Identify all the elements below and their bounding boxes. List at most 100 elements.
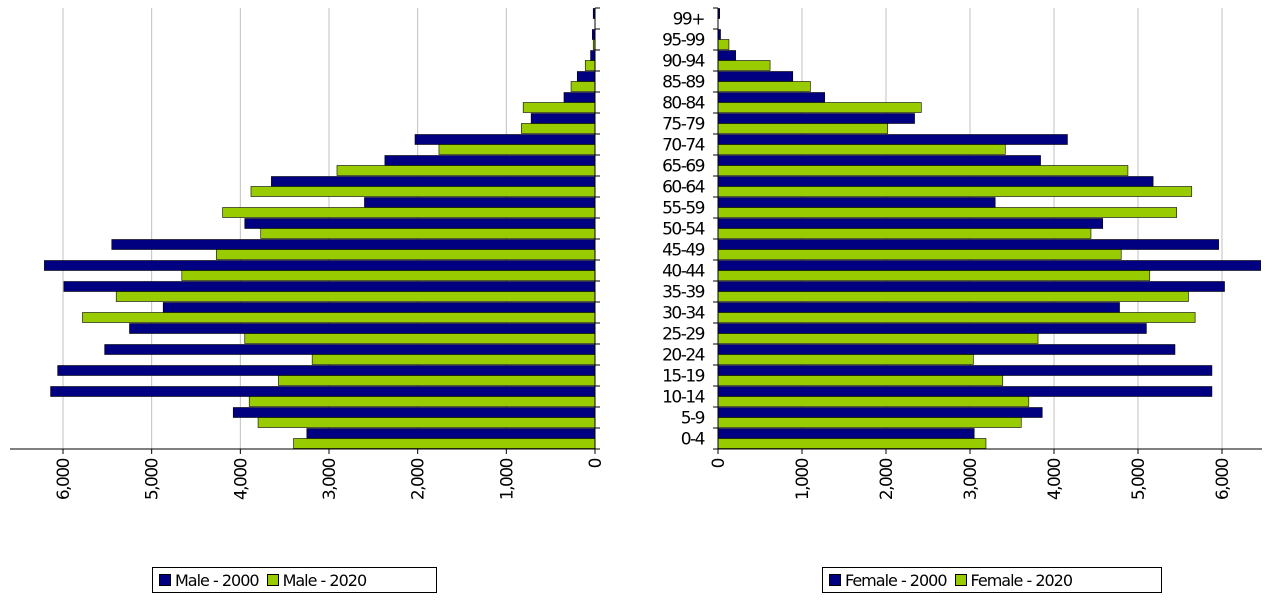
bar-female-2000 — [717, 176, 1154, 187]
bar-female-2000 — [717, 302, 1120, 313]
bar-male-2000 — [44, 260, 596, 271]
age-group-label: 50-54 — [662, 220, 705, 240]
bar-female-2000 — [717, 71, 794, 82]
bar-female-2020 — [717, 354, 974, 365]
age-group-label: 55-59 — [662, 199, 705, 219]
bar-female-2000 — [717, 197, 996, 208]
bar-female-2020 — [717, 102, 922, 113]
bar-male-2020 — [250, 186, 596, 197]
legend-label-female-2000: Female - 2000 — [845, 570, 948, 590]
bar-male-2020 — [336, 165, 596, 176]
legend-label-male-2000: Male - 2000 — [175, 570, 260, 590]
right-x-tick-label: 5,000 — [1129, 458, 1149, 500]
age-group-label: 60-64 — [662, 178, 705, 198]
bar-male-2000 — [384, 155, 596, 166]
bar-female-2000 — [717, 239, 1219, 250]
bar-female-2020 — [717, 417, 1022, 428]
legend-male: Male - 2000 Male - 2020 — [152, 567, 437, 593]
bar-male-2020 — [115, 291, 596, 302]
bar-male-2020 — [521, 123, 596, 134]
bar-female-2020 — [717, 228, 1092, 239]
age-group-label: 99+ — [673, 10, 705, 30]
age-group-label: 10-14 — [662, 388, 705, 408]
bar-male-2020 — [181, 270, 596, 281]
bar-female-2020 — [717, 438, 987, 449]
bar-male-2000 — [530, 113, 596, 124]
bar-male-2020 — [522, 102, 596, 113]
bar-male-2020 — [222, 207, 596, 218]
bar-female-2020 — [717, 39, 730, 50]
bar-male-2000 — [57, 365, 596, 376]
bar-female-2000 — [717, 155, 1041, 166]
right-x-tick-label: 0 — [709, 458, 729, 468]
left-x-tick-label: 4,000 — [231, 458, 251, 500]
bar-male-2020 — [82, 312, 596, 323]
age-group-label: 75-79 — [662, 115, 705, 135]
bar-female-2020 — [717, 207, 1177, 218]
bar-male-2020 — [257, 417, 596, 428]
bar-male-2000 — [63, 281, 596, 292]
bar-male-2000 — [50, 386, 596, 397]
bar-male-2000 — [563, 92, 596, 103]
bar-female-2000 — [717, 365, 1213, 376]
bar-female-2000 — [717, 218, 1104, 229]
bar-male-2000 — [162, 302, 596, 313]
age-group-label: 80-84 — [662, 94, 705, 114]
age-group-label: 45-49 — [662, 241, 705, 261]
bar-male-2020 — [438, 144, 596, 155]
right-x-tick-label: 3,000 — [961, 458, 981, 500]
bar-female-2020 — [717, 396, 1030, 407]
bar-female-2020 — [717, 123, 888, 134]
legend-item-female-2020: Female - 2020 — [954, 570, 1074, 590]
bar-female-2020 — [717, 60, 771, 71]
bar-female-2000 — [717, 428, 975, 439]
bar-female-2000 — [717, 407, 1043, 418]
left-x-tick-label: 2,000 — [409, 458, 429, 500]
left-x-tick-label: 0 — [586, 458, 606, 468]
legend-female: Female - 2000 Female - 2020 — [822, 567, 1162, 593]
legend-item-male-2020: Male - 2020 — [266, 570, 368, 590]
bar-female-2000 — [717, 323, 1147, 334]
bar-female-2020 — [717, 165, 1129, 176]
age-group-label: 25-29 — [662, 325, 705, 345]
bar-female-2000 — [717, 50, 736, 61]
bar-female-2020 — [717, 270, 1151, 281]
age-group-label: 95-99 — [662, 31, 705, 51]
legend-label-female-2020: Female - 2020 — [970, 570, 1074, 590]
legend-item-male-2000: Male - 2000 — [159, 570, 260, 590]
bar-male-2000 — [129, 323, 596, 334]
age-group-label: 90-94 — [662, 52, 705, 72]
legend-swatch-female-2020 — [954, 574, 967, 586]
bar-male-2000 — [271, 176, 596, 187]
age-group-label: 70-74 — [662, 136, 705, 156]
bar-female-2000 — [717, 344, 1176, 355]
left-x-tick-label: 6,000 — [54, 458, 74, 500]
age-group-label: 15-19 — [662, 367, 705, 387]
bar-male-2020 — [216, 249, 596, 260]
bar-female-2020 — [717, 312, 1196, 323]
bar-male-2020 — [311, 354, 596, 365]
left-x-tick-label: 5,000 — [143, 458, 163, 500]
bar-male-2020 — [248, 396, 596, 407]
bar-male-2000 — [590, 50, 596, 61]
legend-label-male-2020: Male - 2020 — [282, 570, 368, 590]
bar-female-2000 — [717, 113, 915, 124]
bar-male-2020 — [570, 81, 596, 92]
legend-item-female-2000: Female - 2000 — [829, 570, 948, 590]
bar-female-2020 — [717, 186, 1193, 197]
bar-male-2000 — [576, 71, 596, 82]
legend-swatch-female-2000 — [829, 574, 841, 586]
age-group-label: 85-89 — [662, 73, 705, 93]
legend-swatch-male-2000 — [159, 574, 171, 586]
left-x-tick-label: 3,000 — [320, 458, 340, 500]
right-x-tick-label: 1,000 — [793, 458, 813, 500]
bar-male-2020 — [260, 228, 596, 239]
bar-male-2000 — [244, 218, 596, 229]
bar-male-2000 — [111, 239, 596, 250]
age-group-label: 5-9 — [681, 409, 705, 429]
age-group-label: 0-4 — [681, 430, 705, 450]
bar-female-2000 — [717, 386, 1213, 397]
bar-female-2020 — [717, 81, 811, 92]
bar-female-2000 — [717, 92, 825, 103]
